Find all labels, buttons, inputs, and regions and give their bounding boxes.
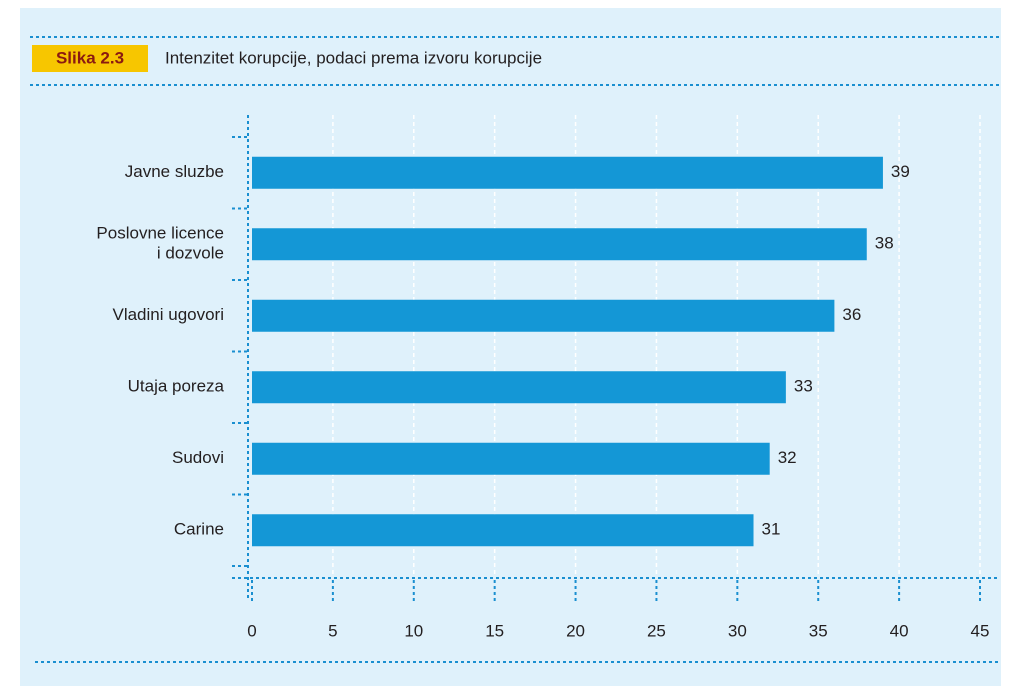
chart-title: Intenzitet korupcije, podaci prema izvor… xyxy=(165,48,542,67)
figure-badge xyxy=(32,45,148,72)
panel xyxy=(20,8,1001,686)
x-tick-label: 45 xyxy=(971,621,990,640)
y-tick-label: Carine xyxy=(174,520,224,539)
x-tick-label: 5 xyxy=(328,621,337,640)
bar xyxy=(252,442,770,475)
bar xyxy=(252,299,835,332)
y-tick-label: Utaja poreza xyxy=(128,377,225,396)
y-tick-label: Sudovi xyxy=(172,448,224,467)
value-label: 38 xyxy=(875,234,894,253)
y-tick-label: Javne sluzbe xyxy=(125,162,224,181)
bar xyxy=(252,371,786,404)
value-label: 32 xyxy=(778,448,797,467)
bar xyxy=(252,156,883,189)
value-label: 39 xyxy=(891,162,910,181)
y-tick-label: Poslovne licence i dozvole xyxy=(96,224,224,263)
value-label: 33 xyxy=(794,377,813,396)
x-tick-label: 30 xyxy=(728,621,747,640)
x-tick-label: 15 xyxy=(485,621,504,640)
x-tick-label: 25 xyxy=(647,621,666,640)
x-tick-label: 35 xyxy=(809,621,828,640)
x-tick-label: 40 xyxy=(890,621,909,640)
figure-label: Slika 2.3 xyxy=(56,48,124,67)
y-tick-label: Vladini ugovori xyxy=(112,305,224,324)
bar xyxy=(252,228,867,261)
x-tick-label: 10 xyxy=(404,621,423,640)
value-label: 36 xyxy=(842,305,861,324)
x-tick-label: 20 xyxy=(566,621,585,640)
value-label: 31 xyxy=(762,520,781,539)
bar xyxy=(252,514,754,547)
x-tick-label: 0 xyxy=(247,621,256,640)
